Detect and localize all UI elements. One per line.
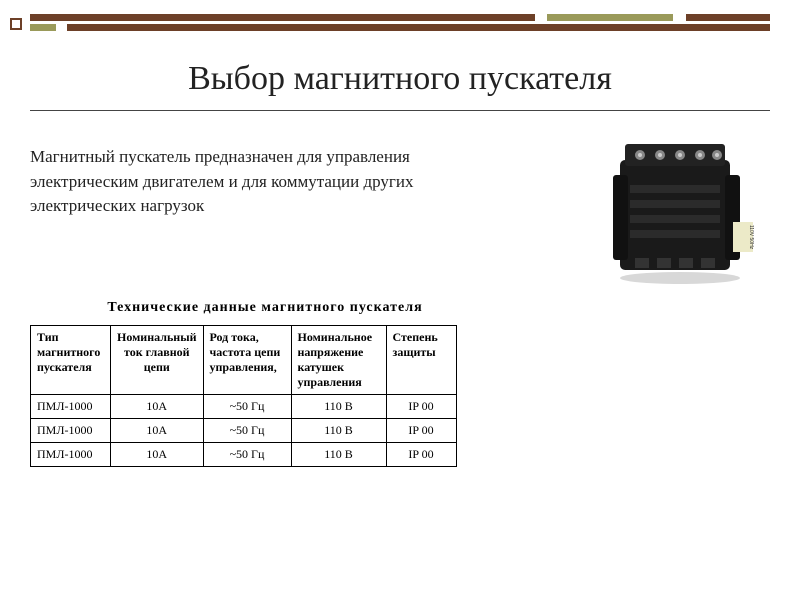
specs-table: Тип магнитного пускателя Номинальный ток… — [30, 325, 457, 467]
table-cell: ПМЛ-1000 — [31, 443, 111, 467]
table-cell: IP 00 — [386, 395, 456, 419]
table-cell: ~50 Гц — [203, 395, 291, 419]
paragraph-line: Магнитный пускатель предназначен для упр… — [30, 145, 510, 170]
table-header-cell: Род тока, частота цепи управления, — [203, 326, 291, 395]
table-row: ПМЛ-1000 10А ~50 Гц 110 В IP 00 — [31, 419, 457, 443]
paragraph-line: электрических нагрузок — [30, 194, 510, 219]
table-header-cell: Тип магнитного пускателя — [31, 326, 111, 395]
paragraph-line: электрическим двигателем и для коммутаци… — [30, 170, 510, 195]
title-underline — [30, 110, 770, 111]
table-cell: ~50 Гц — [203, 419, 291, 443]
intro-paragraph: Магнитный пускатель предназначен для упр… — [30, 145, 510, 219]
table-header-cell: Номинальное напряжение катушек управлени… — [291, 326, 386, 395]
table-row: ПМЛ-1000 10А ~50 Гц 110 В IP 00 — [31, 395, 457, 419]
table-header-cell: Степень защиты — [386, 326, 456, 395]
table-cell: 110 В — [291, 419, 386, 443]
table-header-row: Тип магнитного пускателя Номинальный ток… — [31, 326, 457, 395]
table-cell: IP 00 — [386, 443, 456, 467]
table-cell: 110 В — [291, 443, 386, 467]
table-cell: 10А — [111, 419, 204, 443]
table-cell: ПМЛ-1000 — [31, 395, 111, 419]
table-cell: IP 00 — [386, 419, 456, 443]
svg-text:110V 50Hz: 110V 50Hz — [748, 225, 754, 250]
table-caption: Технические данные магнитного пускателя — [30, 300, 500, 316]
page-title: Выбор магнитного пускателя — [0, 60, 800, 98]
table-cell: 110 В — [291, 395, 386, 419]
table-cell: 10А — [111, 443, 204, 467]
table-header-cell: Номинальный ток главной цепи — [111, 326, 204, 395]
table-cell: ПМЛ-1000 — [31, 419, 111, 443]
table-row: ПМЛ-1000 10А ~50 Гц 110 В IP 00 — [31, 443, 457, 467]
decorative-top-bars — [30, 14, 770, 34]
table-cell: 10А — [111, 395, 204, 419]
corner-bullet — [10, 18, 22, 30]
table-cell: ~50 Гц — [203, 443, 291, 467]
magnetic-contactor-image: 110V 50Hz — [595, 130, 760, 285]
